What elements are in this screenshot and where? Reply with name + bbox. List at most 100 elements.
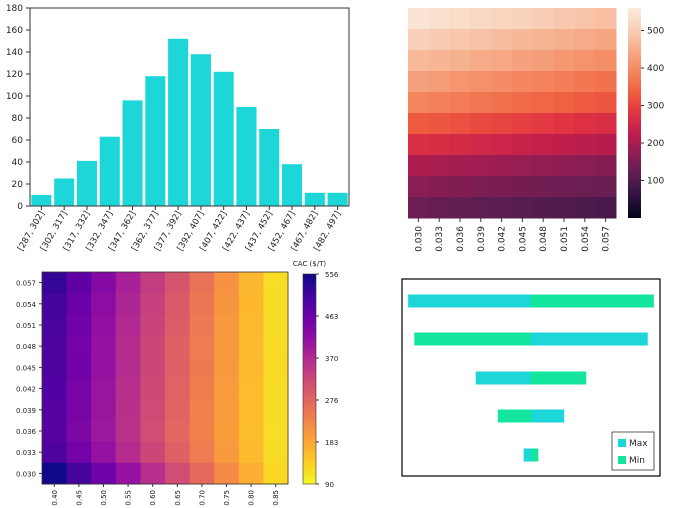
heatmap-plasma-cell [214,441,240,464]
tornado-bar-min [531,371,587,385]
heatmap-plasma-x-tick-label: 0.85 [272,490,280,506]
heatmap-plasma-cell [42,462,68,485]
heatmap-plasma-cell [140,420,166,443]
heatmap-rocket-cell [553,155,575,177]
heatmap-plasma-cell [140,293,166,315]
heatmap-plasma-cell [189,356,215,379]
heatmap-plasma-x-tick-label: 0.75 [223,490,231,506]
heatmap-plasma-cell [66,462,92,485]
heatmap-rocket-cell [449,50,471,72]
heatmap-rocket-x-tick-label: 0.054 [581,226,591,252]
heatmap-rocket-cell [574,155,596,177]
heatmap-plasma-cell [140,356,166,379]
histogram-bar [31,195,52,206]
heatmap-rocket-cell [491,134,513,156]
heatmap-plasma-cell [263,293,289,315]
heatmap-rocket-cell [553,134,575,156]
heatmap-rocket-colorbar-tick-label: 300 [647,102,664,112]
heatmap-plasma-cell [165,314,191,337]
heatmap-rocket-cell [532,71,555,93]
heatmap-rocket-cell [595,155,617,177]
heatmap-rocket-cell [428,134,451,156]
tornado-bar-min [414,332,531,346]
histogram-bar [213,71,234,206]
heatmap-plasma-cell [115,378,141,400]
heatmap-rocket-cell [595,197,617,219]
heatmap-plasma-cell [42,378,68,400]
heatmap-plasma-cell [42,441,68,464]
heatmap-rocket-cell [449,29,471,51]
heatmap-rocket-cell [408,113,430,135]
histogram-axes-frame [29,7,350,207]
heatmap-rocket-cell [491,155,513,177]
heatmap-rocket-cell [512,8,534,30]
heatmap-rocket-cell [553,50,575,72]
heatmap-rocket-cell [532,8,555,30]
heatmap-plasma-chart: 0.057 0.054 0.051 0.048 0.045 0.042 0.039 0.036… [16,260,339,506]
heatmap-plasma-cell [238,272,264,294]
heatmap-plasma-cell [214,314,240,337]
heatmap-plasma-cell [165,378,191,400]
tornado-bar-min [531,448,539,462]
heatmap-plasma-cell [91,420,117,443]
tornado-bar-max [531,332,648,346]
tornado-bar-max [523,448,531,462]
heatmap-plasma-y-tick-label: 0.051 [16,322,36,330]
heatmap-rocket-cell [512,197,534,219]
heatmap-plasma-y-tick-label: 0.039 [16,407,36,415]
heatmap-rocket-cell [512,134,534,156]
heatmap-plasma-cell [214,272,240,294]
heatmap-rocket-cell [553,92,575,114]
heatmap-rocket-cell [470,29,492,51]
heatmap-plasma-cell [238,356,264,379]
heatmap-rocket-cell [491,50,513,72]
heatmap-plasma-cell [165,462,191,485]
heatmap-rocket-cell [532,155,555,177]
heatmap-rocket-cell [574,8,596,30]
heatmap-plasma-cell [66,356,92,379]
heatmap-plasma-cell [263,356,289,379]
heatmap-plasma-cell [66,378,92,400]
heatmap-rocket-x-tick-label: 0.057 [602,226,612,252]
heatmap-plasma-cell [42,272,68,294]
heatmap-rocket-cell [428,50,451,72]
heatmap-plasma-cell [91,462,117,485]
heatmap-rocket-cell [491,29,513,51]
heatmap-plasma-cell [91,441,117,464]
histogram-y-tick-label: 120 [6,70,23,80]
heatmap-rocket-cell [574,92,596,114]
heatmap-plasma-cell [42,314,68,337]
heatmap-rocket-cell [470,197,492,219]
heatmap-rocket-cell [408,155,430,177]
heatmap-plasma-y-tick-label: 0.045 [16,364,36,372]
heatmap-rocket-cell [574,176,596,198]
heatmap-plasma-cell [115,335,141,358]
heatmap-plasma-x-tick-label: 0.70 [198,490,206,506]
heatmap-rocket-x-tick-label: 0.033 [435,226,445,252]
heatmap-plasma-cell [115,462,141,485]
histogram-bar [282,164,303,206]
heatmap-rocket-cell [449,92,471,114]
heatmap-rocket-cell [408,29,430,51]
heatmap-rocket-cell [574,113,596,135]
heatmap-rocket-cell [491,176,513,198]
heatmap-plasma-y-tick-label: 0.042 [16,386,36,394]
tornado-legend-swatch [618,439,626,447]
heatmap-rocket-x-tick-label: 0.036 [456,226,466,252]
heatmap-plasma-cell [66,314,92,337]
heatmap-plasma-cell [189,378,215,400]
heatmap-rocket-cell [408,176,430,198]
heatmap-plasma-cell [165,356,191,379]
histogram-y-tick-label: 160 [6,26,23,36]
histogram-y-tick-label: 20 [12,180,24,190]
heatmap-plasma-cell [140,441,166,464]
heatmap-rocket-cell [470,92,492,114]
histogram-bar [76,160,97,206]
heatmap-plasma-y-tick-label: 0.033 [16,449,36,457]
heatmap-rocket-cell [532,113,555,135]
heatmap-rocket-cell [512,29,534,51]
heatmap-rocket-cell [595,113,617,135]
heatmap-plasma-cell [91,293,117,315]
heatmap-plasma-cell [214,399,240,421]
